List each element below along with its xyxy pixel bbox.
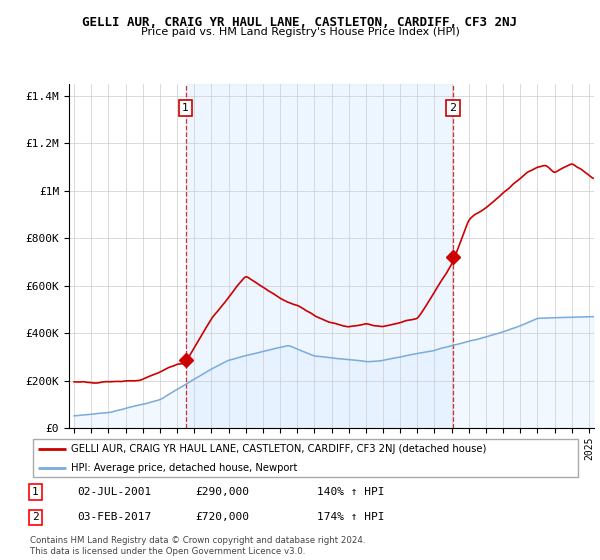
Text: 140% ↑ HPI: 140% ↑ HPI [317, 487, 385, 497]
Text: 02-JUL-2001: 02-JUL-2001 [77, 487, 151, 497]
Text: £720,000: £720,000 [196, 512, 250, 522]
Bar [185, 84, 453, 428]
Text: Price paid vs. HM Land Registry's House Price Index (HPI): Price paid vs. HM Land Registry's House … [140, 27, 460, 37]
Text: £290,000: £290,000 [196, 487, 250, 497]
Text: HPI: Average price, detached house, Newport: HPI: Average price, detached house, Newp… [71, 463, 298, 473]
Text: GELLI AUR, CRAIG YR HAUL LANE, CASTLETON, CARDIFF, CF3 2NJ: GELLI AUR, CRAIG YR HAUL LANE, CASTLETON… [83, 16, 517, 29]
Text: 1: 1 [182, 103, 189, 113]
FancyBboxPatch shape [33, 439, 578, 477]
Text: 03-FEB-2017: 03-FEB-2017 [77, 512, 151, 522]
Text: 174% ↑ HPI: 174% ↑ HPI [317, 512, 385, 522]
Text: 1: 1 [32, 487, 39, 497]
Text: GELLI AUR, CRAIG YR HAUL LANE, CASTLETON, CARDIFF, CF3 2NJ (detached house): GELLI AUR, CRAIG YR HAUL LANE, CASTLETON… [71, 444, 487, 454]
Text: 2: 2 [32, 512, 39, 522]
Text: 2: 2 [449, 103, 457, 113]
Text: Contains HM Land Registry data © Crown copyright and database right 2024.
This d: Contains HM Land Registry data © Crown c… [30, 536, 365, 556]
